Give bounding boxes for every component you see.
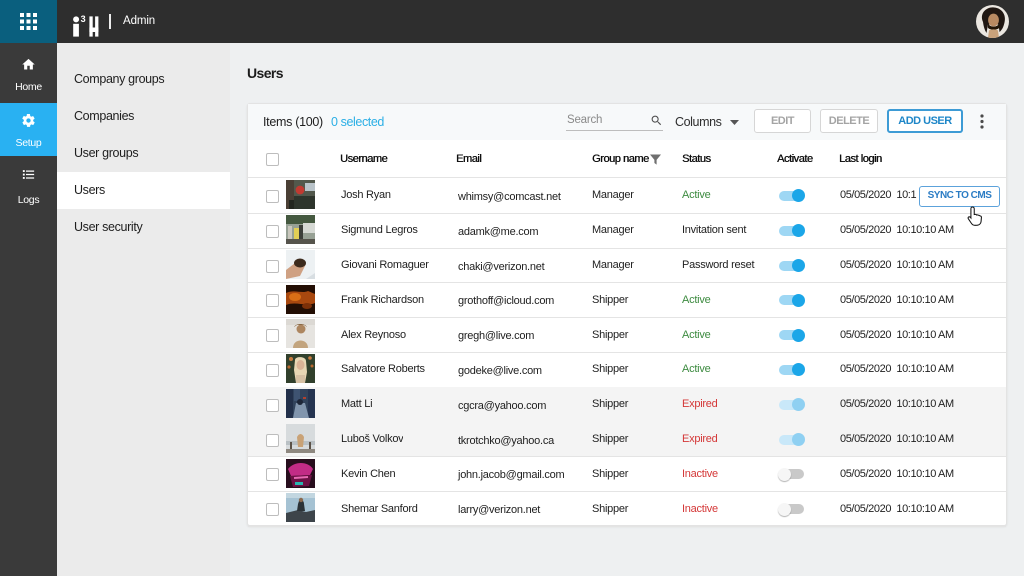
svg-text:3: 3 <box>81 14 86 24</box>
